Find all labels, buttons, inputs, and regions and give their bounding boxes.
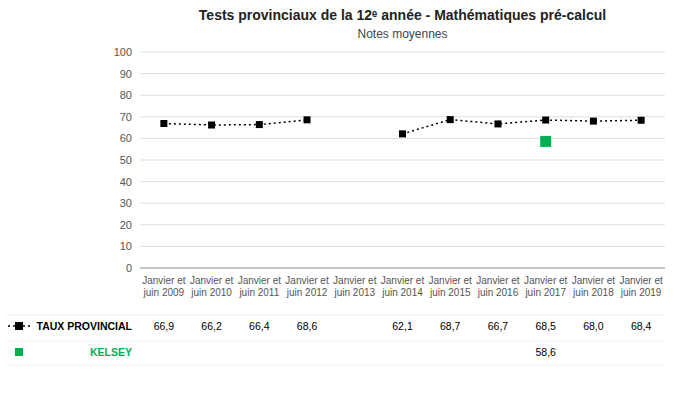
grid-line: [140, 246, 665, 247]
legend-label: KELSEY: [90, 346, 132, 358]
point: [494, 120, 501, 127]
grid-line: [140, 52, 665, 53]
point: [256, 121, 263, 128]
table-rule: [6, 365, 665, 366]
y-tick-label: 50: [120, 154, 132, 166]
point: [447, 116, 454, 123]
x-tick-label: Janvier etjuin 2013: [333, 275, 377, 298]
grid-line: [140, 73, 665, 74]
chart-container: Tests provinciaux de la 12ᵉ année - Math…: [0, 0, 675, 409]
chart: Tests provinciaux de la 12ᵉ année - Math…: [0, 0, 675, 409]
y-tick-label: 10: [120, 240, 132, 252]
table-rule: [6, 315, 665, 316]
table-rule: [6, 341, 665, 342]
x-tick-label: Janvier etjuin 2012: [285, 275, 329, 298]
data-label: 68,5: [535, 320, 556, 332]
grid-line: [140, 138, 665, 139]
x-axis-line: [140, 268, 665, 269]
grid-line: [140, 160, 665, 161]
point: [542, 117, 549, 124]
data-label: 68,4: [631, 320, 652, 332]
point: [304, 116, 311, 123]
data-label: 62,1: [392, 320, 413, 332]
y-tick-label: 0: [126, 262, 132, 274]
y-tick-label: 90: [120, 68, 132, 80]
grid-line: [140, 203, 665, 204]
grid-line: [140, 95, 665, 96]
x-tick-label: Janvier etjuin 2016: [476, 275, 520, 298]
data-label: 58,6: [535, 346, 556, 358]
data-label: 66,2: [201, 320, 222, 332]
x-tick-label: Janvier etjuin 2010: [190, 275, 234, 298]
data-label: 68,0: [583, 320, 604, 332]
x-tick-label: Janvier etjuin 2017: [524, 275, 568, 298]
point: [160, 120, 167, 127]
grid: [140, 52, 665, 268]
grid-line: [140, 224, 665, 225]
grid-line: [140, 181, 665, 182]
x-tick-label: Janvier etjuin 2015: [429, 275, 473, 298]
y-tick-label: 30: [120, 197, 132, 209]
data-label: 66,7: [488, 320, 509, 332]
subtitle: Notes moyennes: [357, 27, 447, 41]
x-tick-label: Janvier etjuin 2018: [572, 275, 616, 298]
data-label: 68,7: [440, 320, 461, 332]
data-label: 66,4: [249, 320, 270, 332]
point: [399, 130, 406, 137]
y-tick-label: 100: [114, 46, 132, 58]
legend-item: TAUX PROVINCIAL: [8, 320, 133, 332]
title: Tests provinciaux de la 12ᵉ année - Math…: [199, 7, 606, 23]
y-tick-label: 60: [120, 132, 132, 144]
grid-line: [140, 116, 665, 117]
legend-item: KELSEY: [15, 346, 132, 358]
legend-label: TAUX PROVINCIAL: [37, 320, 133, 332]
x-tick-label: Janvier etjuin 2019: [619, 275, 663, 298]
point: [590, 118, 597, 125]
x-tick-label: Janvier etjuin 2011: [238, 275, 282, 298]
x-tick-label: Janvier etjuin 2009: [142, 275, 186, 298]
plot-area: [160, 116, 644, 147]
legend-swatch: [15, 322, 23, 330]
y-tick-label: 80: [120, 89, 132, 101]
point: [540, 136, 551, 147]
grid-line: [140, 268, 665, 269]
y-tick-label: 40: [120, 176, 132, 188]
y-tick-label: 70: [120, 111, 132, 123]
data-label: 68,6: [297, 320, 318, 332]
x-tick-label: Janvier etjuin 2014: [381, 275, 425, 298]
data-label: 66,9: [154, 320, 175, 332]
legend-swatch: [15, 348, 23, 356]
y-tick-label: 20: [120, 219, 132, 231]
point: [208, 122, 215, 129]
point: [638, 117, 645, 124]
